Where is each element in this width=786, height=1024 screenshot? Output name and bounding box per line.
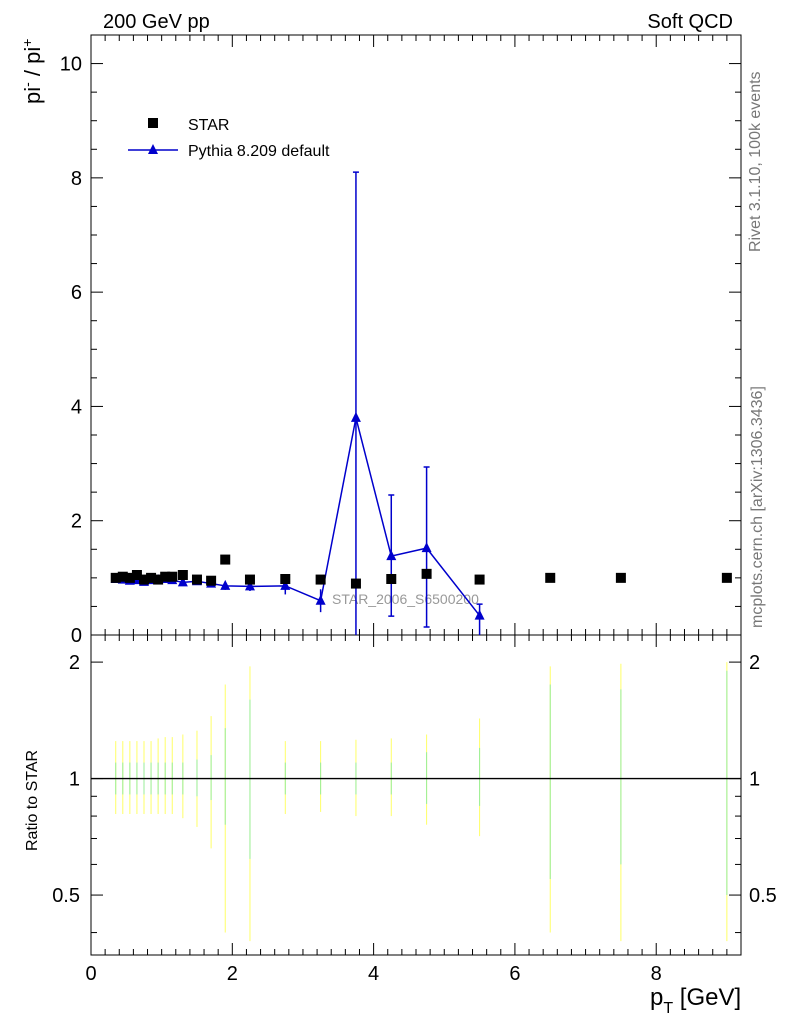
y-tick-label-ratio-right: 1 bbox=[749, 769, 760, 791]
y-tick-label-ratio-right: 2 bbox=[749, 652, 760, 674]
mcplots-label: mcplots.cern.ch [arXiv:1306.3436] bbox=[749, 386, 766, 628]
x-tick-label: 4 bbox=[368, 963, 379, 985]
star-point bbox=[474, 574, 485, 585]
star-point bbox=[220, 554, 231, 565]
mc-line bbox=[115, 417, 481, 617]
y-tick-label-main: 8 bbox=[71, 168, 82, 190]
star-point bbox=[386, 574, 397, 584]
main-ylabel: pi- / pi+ bbox=[19, 39, 45, 104]
xlabel: pT [GeV] bbox=[650, 984, 741, 1017]
mc-point bbox=[220, 579, 231, 590]
y-tick-label-main: 6 bbox=[71, 282, 82, 304]
legend-star-label: STAR bbox=[188, 117, 229, 134]
y-tick-label-ratio-right: 0.5 bbox=[749, 885, 777, 907]
star-point bbox=[167, 571, 178, 582]
star-point bbox=[350, 578, 361, 589]
star-point bbox=[177, 570, 188, 580]
y-tick-label-ratio: 0.5 bbox=[52, 885, 80, 907]
star-point bbox=[110, 572, 121, 583]
star-point bbox=[206, 575, 217, 586]
header-left: 200 GeV pp bbox=[103, 11, 210, 33]
y-tick-label-ratio: 1 bbox=[69, 769, 80, 791]
star-point bbox=[124, 572, 135, 583]
star-point bbox=[191, 574, 202, 585]
main-series bbox=[110, 171, 732, 635]
y-tick-label-main: 4 bbox=[71, 396, 82, 418]
star-point bbox=[244, 574, 255, 585]
y-tick-label-main: 10 bbox=[60, 54, 82, 76]
star-point bbox=[545, 572, 556, 583]
legend-mc-label: Pythia 8.209 default bbox=[188, 143, 330, 160]
star-point bbox=[315, 574, 326, 585]
y-tick-label-main: 2 bbox=[71, 511, 82, 533]
star-point bbox=[721, 572, 732, 583]
header-right: Soft QCD bbox=[647, 11, 733, 33]
mc-point bbox=[244, 580, 255, 591]
star-point bbox=[615, 572, 626, 583]
ratio-frame bbox=[90, 634, 742, 956]
star-point bbox=[131, 570, 142, 580]
main-ylabel-text: pi- / pi+ bbox=[19, 39, 45, 104]
mc-point bbox=[350, 411, 361, 422]
ratio-bands bbox=[91, 662, 741, 942]
legend-star-marker bbox=[148, 118, 158, 128]
star-point bbox=[280, 574, 291, 584]
rivet-label: Rivet 3.1.10, 100k events bbox=[747, 71, 764, 252]
ratio-ylabel: Ratio to STAR bbox=[24, 750, 41, 851]
mc-point bbox=[315, 594, 326, 605]
legend-mc-marker bbox=[148, 144, 158, 154]
star-point bbox=[153, 574, 164, 585]
star-point bbox=[421, 568, 432, 579]
x-tick-label: 6 bbox=[509, 963, 520, 985]
star-point bbox=[117, 571, 128, 582]
mc-point bbox=[421, 542, 432, 553]
legend: STAR Pythia 8.209 default bbox=[128, 117, 330, 160]
x-tick-label: 2 bbox=[227, 963, 238, 985]
mc-point bbox=[280, 579, 291, 590]
star-point bbox=[138, 574, 149, 585]
axis-ticks: 0 2 4 6 8 0 2 4 6 8 10 0.5 0.5 1 1 2 2 bbox=[52, 34, 777, 985]
star-point bbox=[146, 572, 157, 583]
mc-point bbox=[177, 576, 188, 587]
x-tick-label: 8 bbox=[651, 963, 662, 985]
star-point bbox=[160, 571, 171, 582]
analysis-watermark: STAR_2006_S6500200 bbox=[332, 591, 479, 607]
y-tick-label-main: 0 bbox=[71, 625, 82, 647]
x-tick-label: 0 bbox=[85, 963, 96, 985]
mc-point bbox=[386, 550, 397, 561]
mc-point bbox=[474, 609, 485, 620]
y-tick-label-ratio: 2 bbox=[69, 652, 80, 674]
